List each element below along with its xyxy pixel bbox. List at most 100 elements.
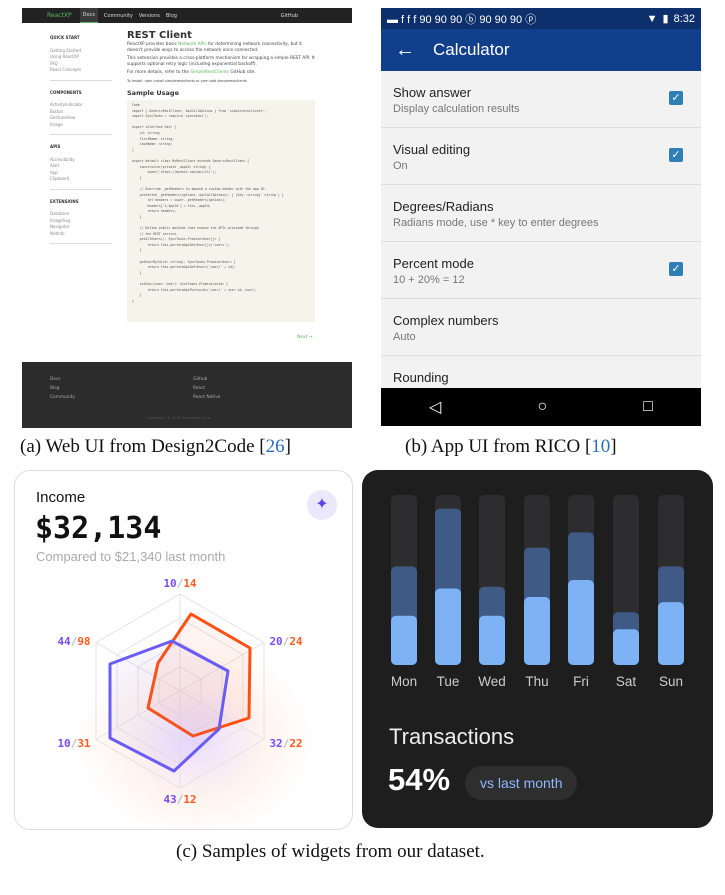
sidebar-item[interactable]: GestureView	[50, 115, 76, 120]
setting-summary: Auto	[393, 331, 416, 343]
bar-light	[658, 602, 684, 665]
setting-title: Rounding	[393, 370, 449, 385]
radar-chart	[95, 593, 265, 789]
income-title: Income	[36, 489, 86, 506]
setting-title: Degrees/Radians	[393, 199, 494, 214]
settings-row[interactable]: Show answer Display calculation results ✓	[381, 71, 701, 128]
main-content: REST Client ReactXP provides basic Netwo…	[127, 31, 315, 322]
bar-chart	[391, 495, 684, 665]
transactions-widget: Mon Tue Wed Thu Fri Sat Sun Transactions 54% v…	[362, 470, 713, 828]
vs-last-month-badge[interactable]: vs last month	[465, 766, 578, 800]
sidebar-item[interactable]: Navigator	[50, 224, 70, 229]
sidebar-item[interactable]: ImageSvg	[50, 217, 70, 223]
sidebar-group-title: EXTENSIONS	[50, 198, 79, 204]
setting-title: Show answer	[393, 85, 472, 100]
sidebar-item[interactable]: ActivityIndicator	[50, 102, 83, 107]
nav-community[interactable]: Community	[103, 12, 133, 19]
toolbar-title: Calculator	[433, 40, 510, 59]
sparkle-icon[interactable]: ✦	[307, 490, 337, 520]
sidebar-group-title: APIS	[50, 144, 61, 149]
simplerestclients-link[interactable]: SimpleRestClients	[190, 70, 230, 75]
section-heading: Sample Usage	[127, 89, 179, 97]
nav-docs[interactable]: Docs	[79, 8, 98, 23]
nav-versions[interactable]: Versions	[138, 12, 160, 19]
settings-row[interactable]: Percent mode 10 + 20% = 12 ✓	[381, 242, 701, 299]
caption-c: (c) Samples of widgets from our dataset.	[176, 841, 485, 862]
sidebar-item[interactable]: Clipboard	[50, 176, 70, 181]
paragraph: ReactXP provides basic Network APIs for …	[127, 42, 302, 53]
sidebar-item[interactable]: Image	[50, 121, 63, 127]
transactions-title: Transactions	[389, 724, 515, 749]
sidebar-item[interactable]: Button	[50, 108, 64, 114]
nav-github[interactable]: GitHub	[280, 12, 298, 19]
day-label: Sat	[615, 674, 637, 689]
next-link[interactable]: Next →	[297, 335, 313, 340]
footer-link[interactable]: React	[193, 386, 206, 391]
sidebar-item[interactable]: Using ReactXP	[50, 54, 79, 59]
footer-link[interactable]: React Native	[193, 395, 221, 400]
sidebar-group: APIS Accessibility Alert App Clipboard	[50, 144, 112, 190]
footer-link[interactable]: Community	[50, 395, 75, 400]
sidebar-item[interactable]: React Concepts	[50, 67, 82, 72]
back-arrow-icon[interactable]: ←	[395, 38, 415, 61]
notification-icons: ▬ f f f 90 90 90 ⓑ 90 90 90 ⓟ	[387, 13, 537, 26]
setting-summary: On	[393, 160, 408, 172]
code-block: Code import { GenericRestClient, ApiCall…	[127, 100, 315, 322]
footer: Docs Blog Community Github React React N…	[22, 362, 352, 428]
day-label: Fri	[573, 674, 589, 689]
back-triangle-icon[interactable]: ◁	[429, 399, 442, 416]
top-nav: ReactXP Docs Community Versions Blog Git…	[22, 8, 352, 23]
settings-row[interactable]: Visual editing On ✓	[381, 128, 701, 185]
radar-series-purple	[108, 639, 230, 773]
setting-summary: Radians mode, use * key to enter degrees	[393, 217, 599, 229]
bar-light	[524, 597, 550, 665]
sidebar-item[interactable]: Alert	[50, 163, 60, 168]
settings-row[interactable]: Complex numbers Auto	[381, 299, 701, 356]
paragraph: This extension provides a cross-platform…	[127, 56, 315, 67]
nav-blog[interactable]: Blog	[165, 12, 177, 19]
setting-title: Visual editing	[393, 142, 471, 157]
sidebar-item[interactable]: Getting Started	[50, 47, 81, 53]
sidebar: QUICK START Getting Started Using ReactXP F…	[50, 35, 112, 253]
sidebar-item[interactable]: App	[50, 169, 58, 175]
sidebar-group-title: QUICK START	[50, 35, 80, 40]
paragraph: For more details, refer to the SimpleRes…	[127, 70, 256, 75]
radar-axis-label: 32/22	[269, 737, 303, 750]
recents-square-icon[interactable]: □	[643, 398, 653, 415]
sidebar-item[interactable]: NetInfo	[50, 230, 65, 236]
setting-title: Complex numbers	[393, 313, 499, 328]
checkbox-checked[interactable]: ✓	[669, 262, 683, 276]
radar-axis-label: 43/12	[163, 793, 197, 806]
sidebar-item[interactable]: FAQ	[50, 60, 58, 66]
radar-axis-label: 10/31	[57, 737, 91, 750]
day-label: Wed	[478, 674, 506, 689]
home-circle-icon[interactable]: ○	[537, 398, 548, 415]
footer-link[interactable]: Docs	[50, 377, 61, 382]
bar-light	[479, 615, 505, 665]
checkbox-checked[interactable]: ✓	[669, 148, 683, 162]
footer-col-2: Github React React Native	[193, 375, 220, 402]
day-label: Sun	[658, 674, 684, 689]
web-ui-screenshot: ReactXP Docs Community Versions Blog Git…	[22, 8, 352, 428]
day-label: Tue	[436, 674, 460, 689]
navigation-bar: ◁ ○ □	[381, 388, 701, 426]
bar-light	[391, 615, 417, 665]
radar-axis-label: 44/98	[57, 635, 91, 648]
wifi-icon: ▼	[646, 12, 658, 25]
sidebar-item[interactable]: Database	[50, 211, 70, 216]
caption-b: (b) App UI from RICO [10]	[405, 436, 617, 457]
footer-col-1: Docs Blog Community	[50, 375, 75, 402]
network-apis-link[interactable]: Network APIs	[178, 42, 207, 47]
radar-axis	[95, 642, 181, 692]
checkbox-checked[interactable]: ✓	[669, 91, 683, 105]
sidebar-item[interactable]: Accessibility	[50, 156, 75, 162]
income-widget: Income $32,134 Compared to $21,340 last …	[14, 470, 353, 830]
settings-list: Show answer Display calculation results ✓ V…	[381, 71, 701, 413]
footer-link[interactable]: Github	[193, 377, 208, 382]
caption-a: (a) Web UI from Design2Code [26]	[20, 436, 291, 457]
logo[interactable]: ReactXP	[47, 12, 72, 19]
sidebar-group: COMPONENTS ActivityIndicator Button Gesture…	[50, 90, 112, 135]
settings-row[interactable]: Degrees/Radians Radians mode, use * key t…	[381, 185, 701, 242]
bar-light	[435, 588, 461, 665]
footer-link[interactable]: Blog	[50, 386, 60, 391]
